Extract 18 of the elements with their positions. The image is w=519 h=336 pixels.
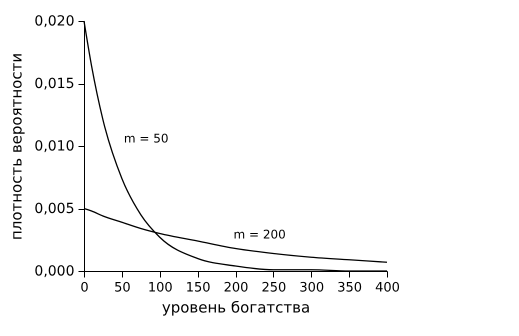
x-tick-label: 0 <box>80 280 89 296</box>
x-axis-title: уровень богатства <box>162 298 310 316</box>
y-axis-title: плотность вероятности <box>7 52 26 240</box>
y-tick-label: 0,020 <box>34 14 74 30</box>
x-tick-label: 350 <box>337 280 362 296</box>
x-tick-label: 150 <box>186 280 211 296</box>
series-label: m = 50 <box>124 132 169 146</box>
x-tick-label: 100 <box>148 280 173 296</box>
x-tick-label: 250 <box>261 280 286 296</box>
y-tick-label: 0,015 <box>34 76 74 92</box>
x-tick-label: 400 <box>375 280 400 296</box>
y-tick-label: 0,005 <box>34 201 74 217</box>
y-tick-label: 0,010 <box>34 138 74 154</box>
y-tick-label: 0,000 <box>34 264 74 280</box>
x-tick-label: 200 <box>224 280 248 296</box>
series-label: m = 200 <box>234 228 286 242</box>
x-tick-label: 50 <box>114 280 131 296</box>
x-tick-label: 300 <box>299 280 324 296</box>
